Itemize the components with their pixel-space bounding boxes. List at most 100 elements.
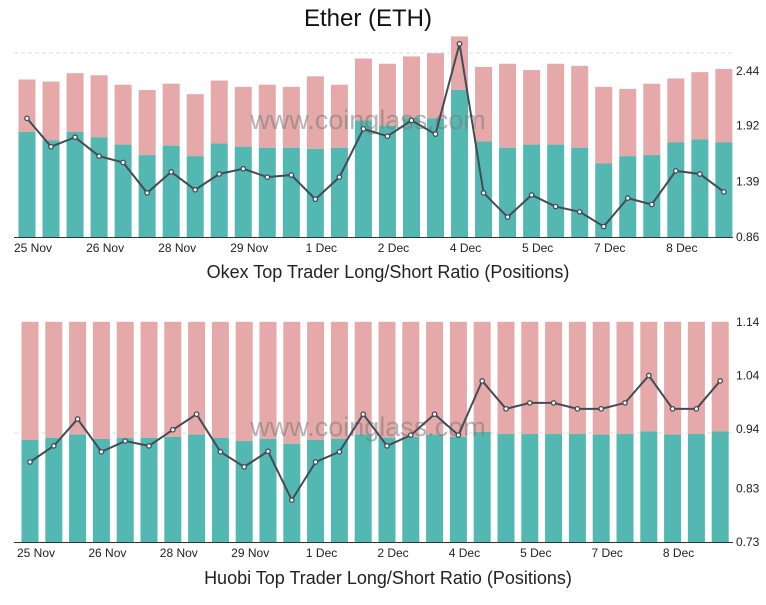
- y-tick-label: 0.94: [736, 422, 760, 436]
- long-bar: [592, 434, 610, 542]
- long-bar: [497, 434, 515, 542]
- long-bar: [664, 434, 682, 542]
- ratio-line: [29, 373, 721, 503]
- long-bar: [426, 434, 444, 542]
- long-bar: [521, 434, 539, 542]
- short-bar: [521, 321, 539, 435]
- x-tick-label: 26 Nov: [86, 241, 124, 255]
- short-bar: [211, 321, 229, 438]
- ratio-point: [407, 432, 414, 438]
- long-bar: [330, 438, 348, 542]
- ratio-point: [336, 174, 343, 180]
- ratio-point: [74, 416, 81, 422]
- short-bar: [140, 321, 158, 438]
- short-bar: [449, 321, 467, 437]
- long-bar: [568, 434, 586, 542]
- x-tick-label: 25 Nov: [14, 241, 52, 255]
- x-tick-label: 29 Nov: [230, 241, 268, 255]
- ratio-point: [598, 405, 605, 412]
- ratio-point: [217, 448, 224, 455]
- long-bar: [138, 155, 156, 237]
- ratio-point: [693, 405, 700, 412]
- short-bar: [283, 321, 301, 444]
- x-tick-label: 4 Dec: [449, 546, 480, 560]
- ratio-point: [456, 40, 463, 47]
- ratio-point: [552, 203, 559, 210]
- ratio-point: [721, 189, 727, 195]
- short-bar: [402, 56, 420, 118]
- short-bar: [643, 83, 661, 156]
- ratio-point: [144, 190, 150, 196]
- ratio-point: [146, 443, 152, 449]
- ratio-point: [480, 190, 487, 196]
- ratio-point: [96, 153, 102, 159]
- page-title: Ether (ETH): [304, 5, 432, 32]
- ratio-point: [240, 165, 247, 172]
- ratio-point: [431, 411, 438, 418]
- x-tick-label: 4 Dec: [450, 241, 481, 255]
- ratio-line: [26, 43, 725, 228]
- long-bar: [499, 147, 517, 237]
- long-bar: [449, 436, 467, 542]
- ratio-point: [696, 171, 703, 177]
- long-bar: [18, 132, 36, 237]
- ratio-point: [336, 448, 343, 455]
- short-bar: [258, 84, 276, 148]
- ratio-point: [312, 459, 319, 465]
- short-bar: [42, 81, 60, 141]
- long-bar: [306, 148, 324, 237]
- ratio-point: [717, 378, 724, 384]
- ratio-point: [264, 174, 271, 180]
- long-bar: [69, 434, 87, 542]
- y-tick-label: 2.44: [736, 64, 760, 78]
- x-tick-label: 5 Dec: [520, 546, 551, 560]
- ratio-point: [216, 171, 223, 177]
- short-bar: [687, 321, 705, 435]
- ratio-point: [550, 400, 557, 406]
- long-bar: [92, 438, 110, 542]
- long-bar: [640, 431, 658, 542]
- long-bar: [643, 155, 661, 237]
- long-bar: [667, 142, 685, 237]
- short-bar: [114, 84, 132, 145]
- ratio-point: [408, 117, 415, 124]
- ratio-point: [648, 201, 655, 208]
- x-tick-label: 1 Dec: [306, 241, 337, 255]
- ratio-point: [432, 131, 439, 137]
- short-bar: [715, 69, 733, 143]
- ratio-point: [72, 134, 78, 141]
- short-bar: [330, 321, 348, 439]
- short-bar: [18, 79, 36, 132]
- x-tick-label: 25 Nov: [17, 546, 55, 560]
- ratio-point: [48, 143, 54, 150]
- short-bar: [116, 321, 134, 438]
- x-tick-label: 2 Dec: [378, 241, 409, 255]
- long-bar: [545, 434, 563, 542]
- ratio-point: [360, 126, 367, 132]
- long-bar: [451, 90, 469, 237]
- long-bar: [523, 144, 541, 237]
- short-bar: [592, 321, 610, 435]
- long-bar: [616, 434, 634, 542]
- huobi-chart: www.coinglass.com 0.73 0.83 0.94 1.04 1.14 25 …: [14, 315, 760, 588]
- long-bar: [307, 439, 325, 542]
- long-bar: [164, 436, 182, 542]
- long-bar: [186, 156, 204, 237]
- ratio-point: [672, 168, 679, 174]
- short-bar: [402, 321, 420, 437]
- short-bar: [667, 78, 685, 143]
- ratio-point: [193, 411, 200, 418]
- long-bar: [114, 144, 132, 237]
- ratio-point: [27, 459, 33, 465]
- long-bar: [547, 144, 565, 237]
- long-bar: [687, 434, 705, 542]
- long-bar: [595, 163, 613, 237]
- short-bar: [595, 86, 613, 164]
- short-bar: [664, 321, 682, 435]
- ratio-point: [360, 411, 367, 418]
- x-tick-label: 8 Dec: [666, 241, 697, 255]
- x-tick-label: 29 Nov: [231, 546, 269, 560]
- ratio-point: [122, 438, 129, 444]
- long-bar: [354, 120, 372, 237]
